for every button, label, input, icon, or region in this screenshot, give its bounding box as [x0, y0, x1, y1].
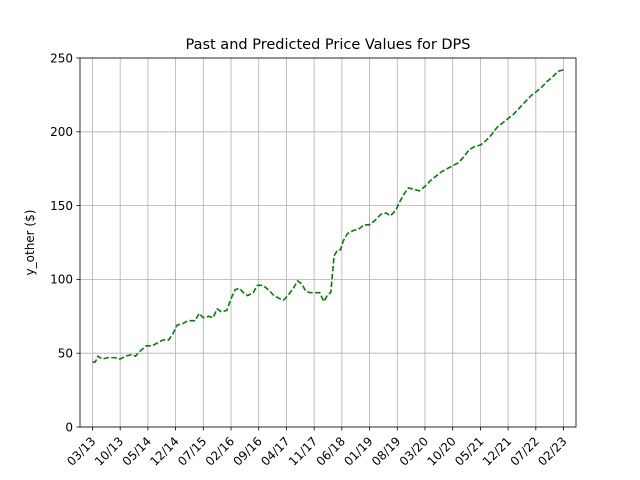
y-axis-ticks: 0 50 100 150 200 250 [50, 51, 80, 434]
series-layer [92, 69, 564, 363]
x-tick-label: 08/19 [369, 434, 403, 468]
x-tick-label: 11/17 [286, 434, 320, 468]
x-tick-label: 07/22 [508, 434, 542, 468]
x-tick-label: 07/15 [175, 434, 209, 468]
x-tick-label: 06/18 [314, 434, 348, 468]
x-axis-ticks: 03/1310/1305/1412/1407/1502/1609/1604/17… [64, 427, 570, 469]
plot-frame [79, 57, 577, 428]
chart-title: Past and Predicted Price Values for DPS [185, 37, 470, 53]
x-tick-label: 09/16 [230, 434, 264, 468]
x-tick-label: 05/21 [452, 434, 486, 468]
x-tick-label: 04/17 [258, 434, 292, 468]
x-tick-label: 10/13 [92, 434, 126, 468]
x-tick-label: 03/13 [64, 434, 98, 468]
grid-lines [80, 57, 576, 428]
x-tick-label: 12/21 [480, 434, 514, 468]
x-tick-label: 03/20 [397, 434, 431, 468]
x-tick-label: 05/14 [120, 434, 154, 468]
y-tick-label: 150 [50, 199, 73, 213]
x-tick-label: 02/16 [203, 434, 237, 468]
x-tick-label: 01/19 [341, 434, 375, 468]
x-tick-label: 10/20 [424, 434, 458, 468]
y-tick-label: 0 [65, 420, 73, 434]
series-line [92, 69, 564, 363]
y-tick-label: 50 [58, 347, 73, 361]
y-tick-label: 250 [50, 51, 73, 65]
y-axis-label: y_other ($) [23, 210, 37, 276]
x-tick-label: 12/14 [147, 434, 181, 468]
x-tick-label: 02/23 [535, 434, 569, 468]
y-tick-label: 100 [50, 273, 73, 287]
y-tick-label: 200 [50, 125, 73, 139]
